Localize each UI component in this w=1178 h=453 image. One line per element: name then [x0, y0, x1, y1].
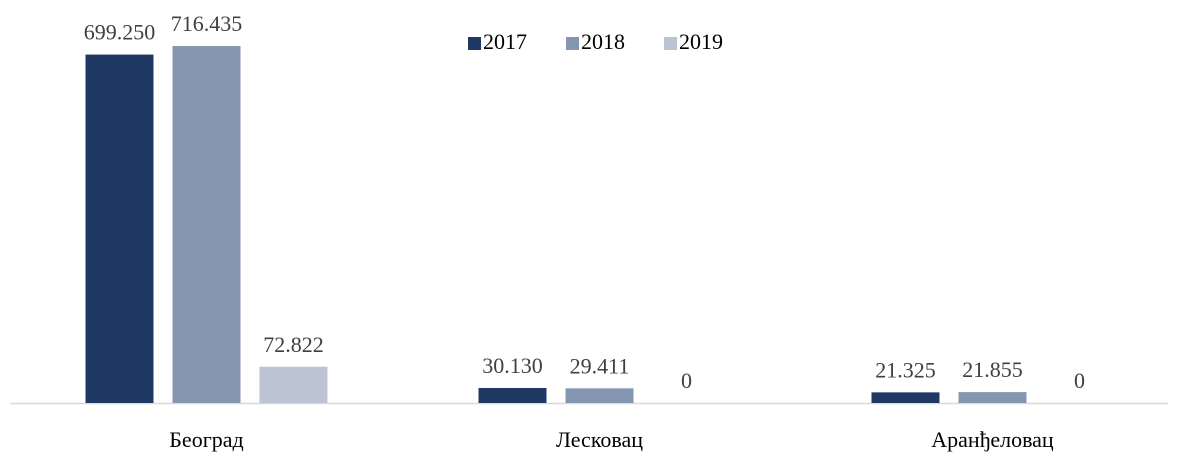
legend-swatch: [468, 37, 481, 50]
bar: [958, 392, 1027, 403]
legend-swatch: [566, 37, 579, 50]
bar: [85, 54, 154, 404]
legend-label: 2017: [483, 29, 527, 54]
data-label: 21.325: [875, 357, 936, 382]
x-tick-label: Београд: [169, 427, 243, 452]
data-label: 72.822: [263, 332, 324, 357]
data-label: 0: [681, 368, 692, 393]
data-label: 0: [1074, 368, 1085, 393]
data-label: 30.130: [482, 353, 543, 378]
data-label: 716.435: [171, 11, 243, 36]
bar: [172, 46, 241, 403]
legend-label: 2018: [581, 29, 625, 54]
bar: [259, 366, 328, 403]
bar: [478, 387, 547, 403]
bar: [565, 388, 634, 403]
x-tick-label: Лесковац: [556, 427, 643, 452]
data-label: 21.855: [962, 357, 1023, 382]
data-label: 29.411: [570, 353, 630, 378]
bar: [871, 392, 940, 403]
legend-swatch: [664, 37, 677, 50]
data-label: 699.250: [84, 20, 156, 45]
legend-label: 2019: [679, 29, 723, 54]
x-tick-label: Аранђеловац: [931, 427, 1054, 452]
